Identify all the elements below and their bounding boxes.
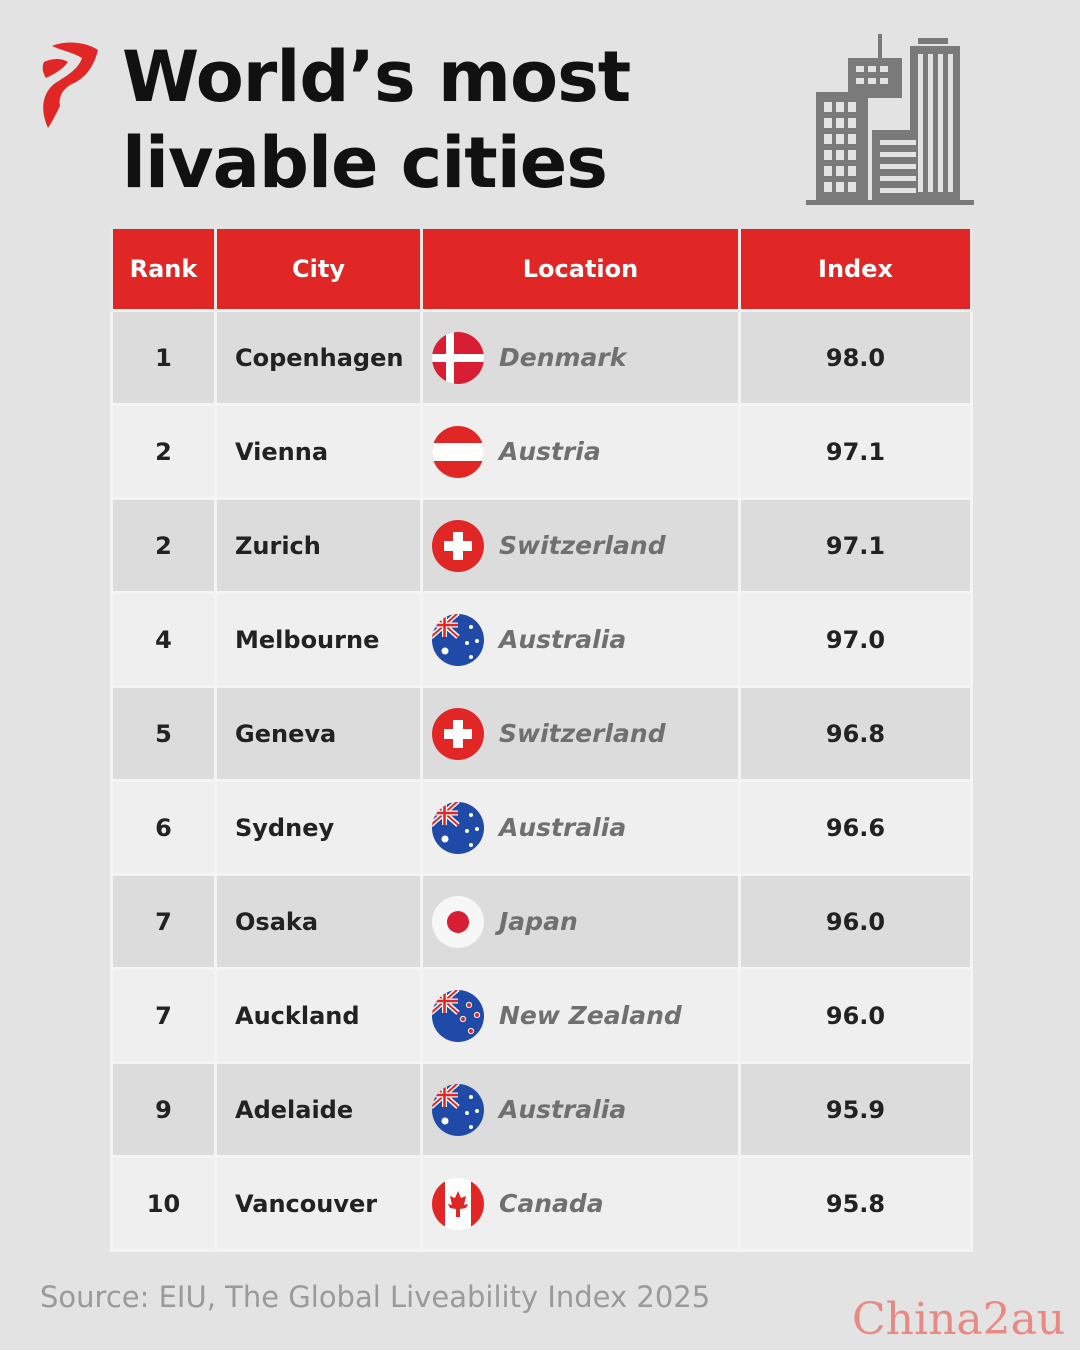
table-row: 9 Adelaide Australia 95.9 (110, 1061, 973, 1158)
rank-cell: 9 (110, 1061, 217, 1158)
location-cell: Canada (420, 1155, 741, 1252)
japan-flag-icon (432, 895, 484, 948)
city-cell: Vienna (214, 403, 423, 500)
austria-flag-icon (432, 425, 484, 478)
city-cell: Geneva (214, 685, 423, 782)
country-name: Australia (499, 813, 627, 842)
city-cell: Auckland (214, 967, 423, 1064)
table-row: 5 Geneva Switzerland 96.8 (110, 685, 973, 782)
table-row: 2 Zurich Switzerland 97.1 (110, 497, 973, 594)
rank-cell: 6 (110, 779, 217, 876)
rank-cell: 2 (110, 403, 217, 500)
australia-flag-icon (432, 613, 484, 666)
column-header-index: Index (738, 229, 973, 311)
rank-cell: 5 (110, 685, 217, 782)
table-row: 4 Melbourne Australia 97.0 (110, 591, 973, 688)
table-header-row: Rank City Location Index (110, 229, 973, 311)
canada-flag-icon (432, 1177, 484, 1230)
column-header-location: Location (420, 229, 741, 311)
country-name: Australia (499, 625, 627, 654)
table-row: 7 Auckland New Zealand 96.0 (110, 967, 973, 1064)
new-zealand-flag-icon (432, 989, 484, 1042)
country-name: Australia (499, 1095, 627, 1124)
rank-cell: 2 (110, 497, 217, 594)
switzerland-flag-icon (432, 519, 484, 572)
country-name: Denmark (499, 343, 627, 372)
source-note: Source: EIU, The Global Liveability Inde… (40, 1280, 711, 1314)
index-value: 96.6 (738, 779, 973, 876)
title-line-1: World’s most (122, 36, 631, 118)
table-row: 6 Sydney Australia 96.6 (110, 779, 973, 876)
denmark-flag-icon (432, 331, 484, 384)
country-name: New Zealand (499, 1001, 682, 1030)
sbs-logo-icon (42, 42, 98, 128)
location-cell: Japan (420, 873, 741, 970)
rank-cell: 10 (110, 1155, 217, 1252)
location-cell: Switzerland (420, 497, 741, 594)
column-header-rank: Rank (110, 229, 217, 311)
switzerland-flag-icon (432, 707, 484, 760)
location-cell: Austria (420, 403, 741, 500)
country-name: Canada (499, 1189, 604, 1218)
title-line-2: livable cities (122, 122, 608, 204)
australia-flag-icon (432, 801, 484, 854)
column-header-city: City (214, 229, 423, 311)
city-cell: Melbourne (214, 591, 423, 688)
table-row: 2 Vienna Austria 97.1 (110, 403, 973, 500)
city-cell: Zurich (214, 497, 423, 594)
rank-cell: 7 (110, 873, 217, 970)
location-cell: Australia (420, 1061, 741, 1158)
rank-cell: 1 (110, 309, 217, 406)
index-value: 97.1 (738, 497, 973, 594)
country-name: Switzerland (499, 531, 666, 560)
country-name: Switzerland (499, 719, 666, 748)
city-cell: Osaka (214, 873, 423, 970)
location-cell: Switzerland (420, 685, 741, 782)
index-value: 97.1 (738, 403, 973, 500)
table-row: 1 Copenhagen Denmark 98.0 (110, 309, 973, 406)
city-cell: Adelaide (214, 1061, 423, 1158)
index-value: 96.8 (738, 685, 973, 782)
city-cell: Copenhagen (214, 309, 423, 406)
index-value: 95.9 (738, 1061, 973, 1158)
country-name: Austria (499, 437, 601, 466)
location-cell: New Zealand (420, 967, 741, 1064)
index-value: 97.0 (738, 591, 973, 688)
index-value: 95.8 (738, 1155, 973, 1252)
location-cell: Denmark (420, 309, 741, 406)
livability-table: Rank City Location Index 1 Copenhagen Denm… (110, 229, 973, 1252)
rank-cell: 7 (110, 967, 217, 1064)
location-cell: Australia (420, 591, 741, 688)
watermark: China2au (852, 1294, 1066, 1345)
page-title: World’s most livable cities (122, 34, 631, 206)
australia-flag-icon (432, 1083, 484, 1136)
table-row: 7 Osaka Japan 96.0 (110, 873, 973, 970)
country-name: Japan (499, 907, 578, 936)
location-cell: Australia (420, 779, 741, 876)
city-cell: Vancouver (214, 1155, 423, 1252)
city-cell: Sydney (214, 779, 423, 876)
index-value: 96.0 (738, 967, 973, 1064)
index-value: 96.0 (738, 873, 973, 970)
table-row: 10 Vancouver Canada 95.8 (110, 1155, 973, 1252)
rank-cell: 4 (110, 591, 217, 688)
city-buildings-icon (806, 34, 974, 205)
index-value: 98.0 (738, 309, 973, 406)
